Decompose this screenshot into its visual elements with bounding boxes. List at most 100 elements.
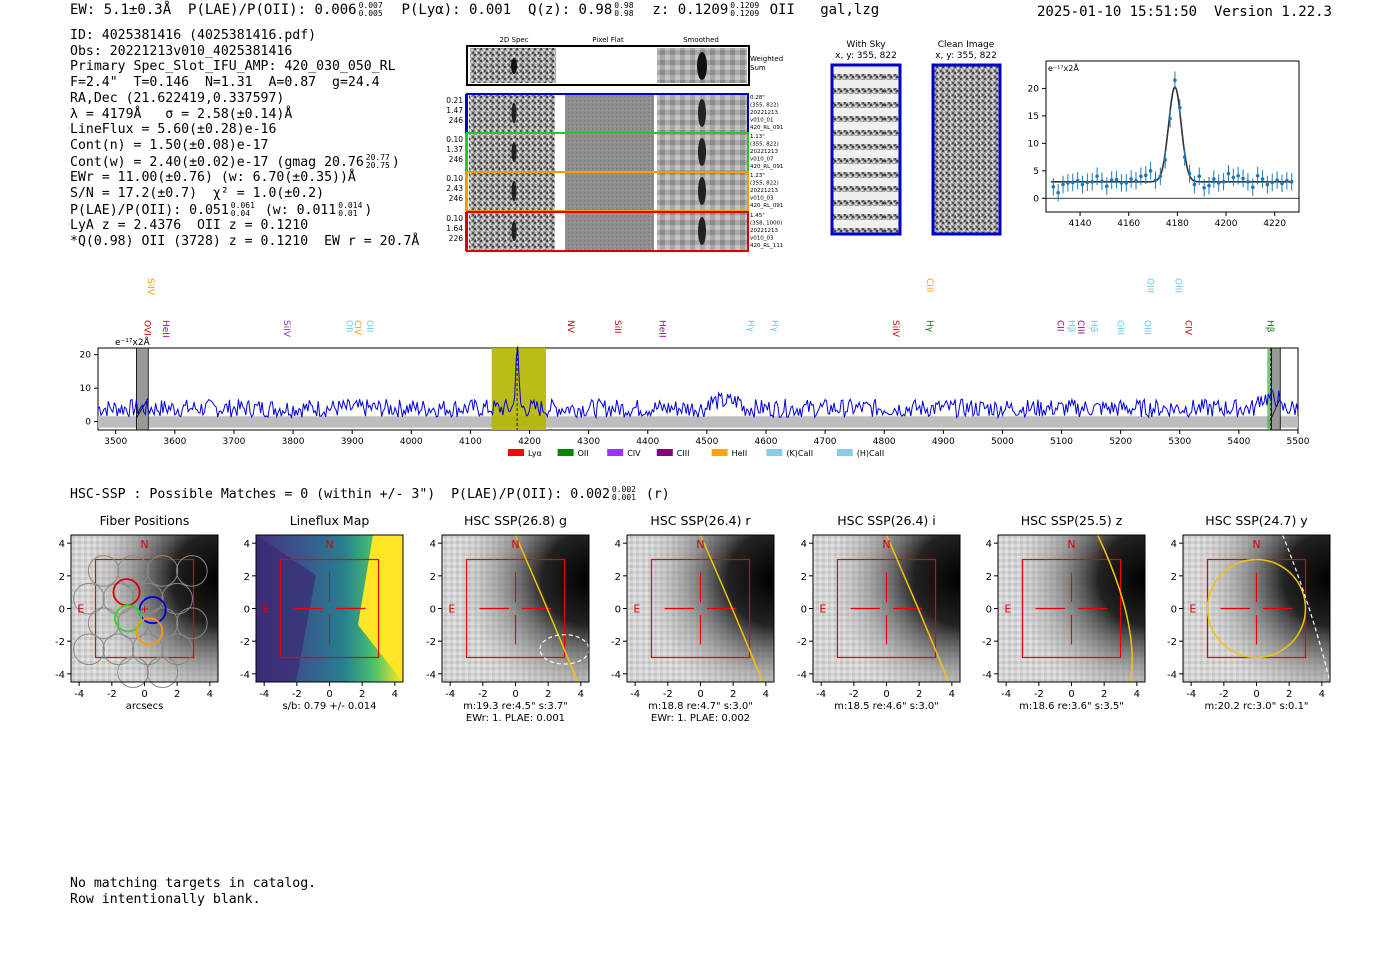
legend-label: (H)CaII: [857, 449, 884, 458]
image-panel-1: Fiber Positions + N E -4 -4 -2 -2 0 0 2 2 4 4 arcsecs: [55, 513, 219, 712]
panel-ytick-label: -2: [1167, 637, 1177, 648]
panel-xtick-label: 2: [359, 689, 365, 700]
panel-xtick-label: 0: [512, 689, 518, 700]
full-spectrum-chart: 3500 3600 3700 3800 3900 4000 4100 4200 4300 4400…: [80, 278, 1310, 458]
z-lo: 0.1209: [730, 9, 760, 18]
legend-label: CIII: [677, 449, 690, 458]
north-label: N: [1252, 538, 1260, 551]
fit-point: [1182, 155, 1187, 159]
fit-point: [1197, 174, 1202, 179]
class-tags: gal,lzg: [820, 2, 880, 18]
row-pixelflat: [565, 173, 654, 210]
north-label: N: [511, 538, 519, 551]
panel-title: HSC SSP(24.7) y: [1205, 513, 1308, 528]
row-left-label: 246: [449, 155, 464, 164]
panel-ytick-label: 4: [615, 539, 621, 550]
spectrum-xtick-label: 5100: [1050, 437, 1073, 447]
cutout-col-label: Smoothed: [683, 36, 719, 44]
panel-xtick-label: 2: [545, 689, 551, 700]
spectrum-xtick-label: 4800: [873, 437, 896, 447]
row-pixelflat: [565, 213, 654, 250]
weighted-label-2: Sum: [750, 64, 766, 72]
row-right-label: 20221213: [750, 228, 778, 234]
panel-caption-2: EWr: 1. PLAE: 0.001: [466, 713, 565, 724]
east-label: E: [1189, 603, 1196, 616]
row-pixelflat: [565, 95, 654, 132]
emission-line-label: Hγ: [924, 320, 934, 333]
galaxy-glow: [627, 535, 774, 682]
row-marker: [465, 212, 468, 251]
fiber-circle: [87, 555, 120, 587]
row-blob: [698, 99, 706, 127]
row-left-label: 0.10: [446, 214, 463, 223]
row-right-label: (358, 1000): [750, 221, 782, 227]
panel-xtick-label: -2: [1219, 689, 1229, 700]
fit-point: [1051, 184, 1056, 189]
emission-line-label: Hγ: [769, 320, 779, 333]
aperture-box: [465, 558, 566, 659]
fit-point: [1153, 178, 1158, 182]
fit-point: [1246, 180, 1250, 184]
fiber-circle: [117, 555, 149, 587]
galaxy-glow: [1183, 535, 1330, 682]
panel-ytick-label: -2: [797, 637, 807, 648]
panel-ytick-label: 0: [1171, 605, 1177, 616]
east-label: E: [448, 603, 455, 616]
clean-title: Clean Image: [938, 40, 995, 50]
spectrum-xtick-label: 3700: [223, 437, 246, 447]
fit-point: [1080, 182, 1085, 187]
fit-point: [1148, 169, 1153, 173]
fiber-center-plus: +: [140, 603, 149, 616]
row-spec-blob: [511, 181, 517, 201]
spectrum-xtick-label: 5000: [991, 437, 1014, 447]
east-label: E: [77, 603, 84, 616]
panel-ytick-label: -4: [797, 670, 807, 681]
q-lo: 0.98: [614, 9, 634, 18]
fit-unit-label: e⁻¹⁷x2Å: [1048, 62, 1079, 73]
east-label: E: [633, 603, 640, 616]
plae-info-hi: 0.061: [230, 200, 255, 210]
panel-ytick-label: 2: [244, 572, 250, 583]
lineflux-low-region: [256, 535, 316, 682]
fit-params: F=2.4" T=0.146 N=1.31 A=0.87 g=24.4: [70, 75, 380, 91]
panel-xtick-label: 2: [1286, 689, 1292, 700]
emission-line-label: HeII: [657, 320, 667, 338]
fit-point: [1212, 177, 1216, 181]
clean-image: [931, 63, 1002, 236]
panel-title: HSC SSP(26.4) r: [650, 513, 751, 528]
spectrum-xtick-label: 4400: [636, 437, 659, 447]
emission-line-label: CII: [1054, 320, 1064, 332]
row-marker: [465, 172, 468, 211]
fit-frame: [1045, 60, 1300, 213]
fiber-circle: [146, 607, 179, 640]
row-pixelflat: [565, 134, 654, 171]
row-right-label: 1.23": [750, 173, 765, 179]
panel-xtick-label: 4: [207, 689, 213, 700]
aperture-box: [94, 558, 195, 659]
spectrum-xtick-label: 4200: [518, 437, 541, 447]
spectrum-xtick-label: 4900: [932, 437, 955, 447]
fit-point: [1260, 177, 1265, 181]
legend-label: (K)CaII: [786, 449, 813, 458]
ew-rest: EWr = 11.00(±0.76) (w: 6.70(±0.35))Å: [70, 170, 356, 186]
legend-swatch: [557, 449, 574, 456]
panel-ytick-label: 2: [430, 572, 436, 583]
plae-w-lo: 0.01: [338, 208, 358, 218]
withsky-title: With Sky: [846, 40, 886, 50]
fit-point: [1275, 178, 1279, 182]
fit-point: [1265, 182, 1270, 187]
emission-line-label: CIII: [1075, 320, 1085, 334]
panel-ytick-label: 0: [615, 605, 621, 616]
panel-xtick-label: -2: [1034, 689, 1044, 700]
spectrum-xtick-label: 4700: [814, 437, 837, 447]
panel-caption: m:18.8 re:4.7" s:3.0": [648, 701, 753, 712]
best-solution: *Q(0.98) OII (3728) z = 0.1210 EW r = 20…: [70, 234, 420, 250]
cont-wide-end: ): [391, 154, 400, 170]
fit-point: [1158, 174, 1163, 179]
fit-point: [1143, 173, 1148, 178]
emission-line-label: SiII: [612, 320, 622, 334]
cutout-col-label: Pixel Flat: [592, 36, 624, 44]
fiber-blue: [138, 596, 167, 625]
spectrum-xtick-label: 5200: [1109, 437, 1132, 447]
galaxy-glow: [813, 535, 960, 682]
